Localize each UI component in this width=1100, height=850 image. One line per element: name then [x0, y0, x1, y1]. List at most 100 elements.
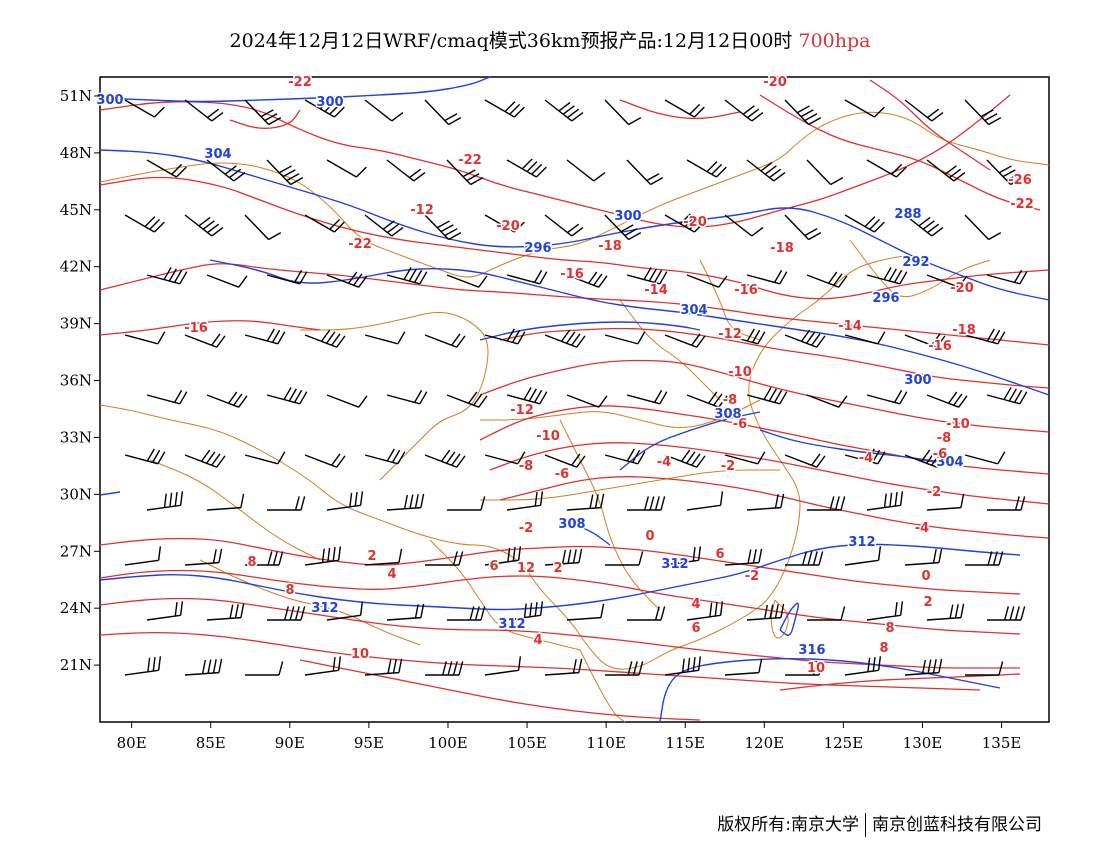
wind-feather [267, 551, 273, 566]
wind-feather [240, 493, 245, 508]
wind-feather [637, 451, 646, 465]
wind-barb [807, 606, 846, 621]
wind-feather [800, 329, 811, 342]
wind-feather [240, 603, 245, 618]
wind-feather [895, 166, 907, 178]
province-border [99, 254, 911, 670]
wind-feather [628, 232, 642, 241]
wind-barb [866, 389, 908, 405]
wind-feather [238, 275, 248, 288]
wind-feather [419, 391, 428, 405]
wind-feather [277, 331, 286, 345]
wind-barb [664, 213, 705, 233]
province-border [429, 539, 581, 651]
wind-feather [173, 389, 183, 403]
wind-barb [266, 269, 308, 285]
temperature-label: 8 [285, 583, 294, 598]
wind-barb [784, 99, 822, 126]
wind-feather [774, 494, 779, 509]
lat-tick-label: 42N [60, 258, 92, 276]
wind-feather [796, 105, 810, 114]
height-isoline [99, 543, 1021, 611]
wind-barb [544, 214, 584, 237]
wind-feather [714, 602, 718, 617]
wind-feather [212, 659, 217, 674]
wind-feather [893, 389, 903, 403]
wind-feather [440, 224, 454, 233]
wind-barb [724, 99, 764, 122]
wind-feather [893, 269, 903, 283]
wind-feather [473, 393, 483, 406]
wind-staff [386, 506, 421, 511]
height-isoline [99, 491, 121, 496]
temperature-label: -14 [644, 283, 668, 298]
wind-feather [931, 453, 941, 466]
wind-feather [659, 271, 668, 285]
lon-tick-label: 100E [428, 734, 468, 752]
wind-feather [333, 221, 345, 233]
wind-barb [326, 601, 364, 621]
wind-feather [403, 267, 412, 280]
wind-barb [506, 158, 547, 178]
wind-staff [304, 669, 339, 676]
wind-feather [238, 395, 248, 408]
wind-barb [627, 496, 666, 511]
height-label: 308 [714, 407, 741, 422]
wind-feather [321, 548, 325, 563]
wind-staff [604, 214, 630, 240]
wind-barb [266, 387, 308, 405]
wind-feather [638, 551, 644, 566]
wind-feather [299, 271, 308, 285]
temperature-isoline [99, 263, 1050, 346]
wind-feather [1020, 606, 1026, 621]
wind-feather [442, 661, 447, 676]
wind-feather [715, 166, 727, 178]
wind-feather [531, 163, 543, 175]
wind-staff [146, 394, 181, 405]
wind-staff [326, 614, 361, 621]
wind-staff [926, 506, 961, 511]
wind-feather [293, 389, 303, 403]
wind-barb [484, 99, 525, 118]
wind-staff [604, 99, 630, 125]
lat-tick-label: 39N [60, 315, 92, 333]
wind-feather [779, 391, 788, 405]
wind-barb [844, 546, 882, 566]
wind-feather [444, 228, 458, 237]
wind-barb [184, 658, 223, 676]
wind-feather [218, 658, 223, 673]
lat-tick-label: 21N [60, 656, 92, 674]
wind-staff [446, 394, 479, 408]
wind-staff [626, 274, 661, 285]
wind-feather [456, 455, 466, 468]
wind-feather [558, 101, 571, 112]
wind-feather [808, 117, 822, 126]
wind-feather [654, 606, 660, 621]
wind-feather [234, 604, 239, 619]
temperature-label: -22 [288, 75, 312, 90]
wind-feather [811, 333, 821, 346]
footer-divider [865, 813, 866, 837]
wind-feather [200, 449, 211, 462]
temperature-isoline [499, 476, 1050, 539]
wind-staff [124, 334, 159, 345]
wind-barb [484, 214, 525, 233]
temperature-isoline [299, 659, 701, 721]
wind-feather [174, 602, 178, 617]
wind-staff [424, 334, 457, 348]
wind-staff [986, 159, 1012, 185]
wind-staff [844, 99, 875, 118]
wind-feather [216, 335, 226, 348]
wind-staff [686, 394, 719, 408]
temperature-label: -22 [458, 153, 482, 168]
wind-feather [534, 602, 538, 617]
wind-staff [866, 159, 897, 178]
wind-feather [804, 113, 818, 122]
wind-feather [480, 606, 486, 621]
wind-feather [987, 551, 993, 566]
wind-feather [696, 455, 706, 468]
wind-staff [244, 454, 279, 465]
wind-feather [504, 101, 516, 113]
temperature-isoline [99, 320, 321, 336]
wind-barb [844, 331, 886, 345]
